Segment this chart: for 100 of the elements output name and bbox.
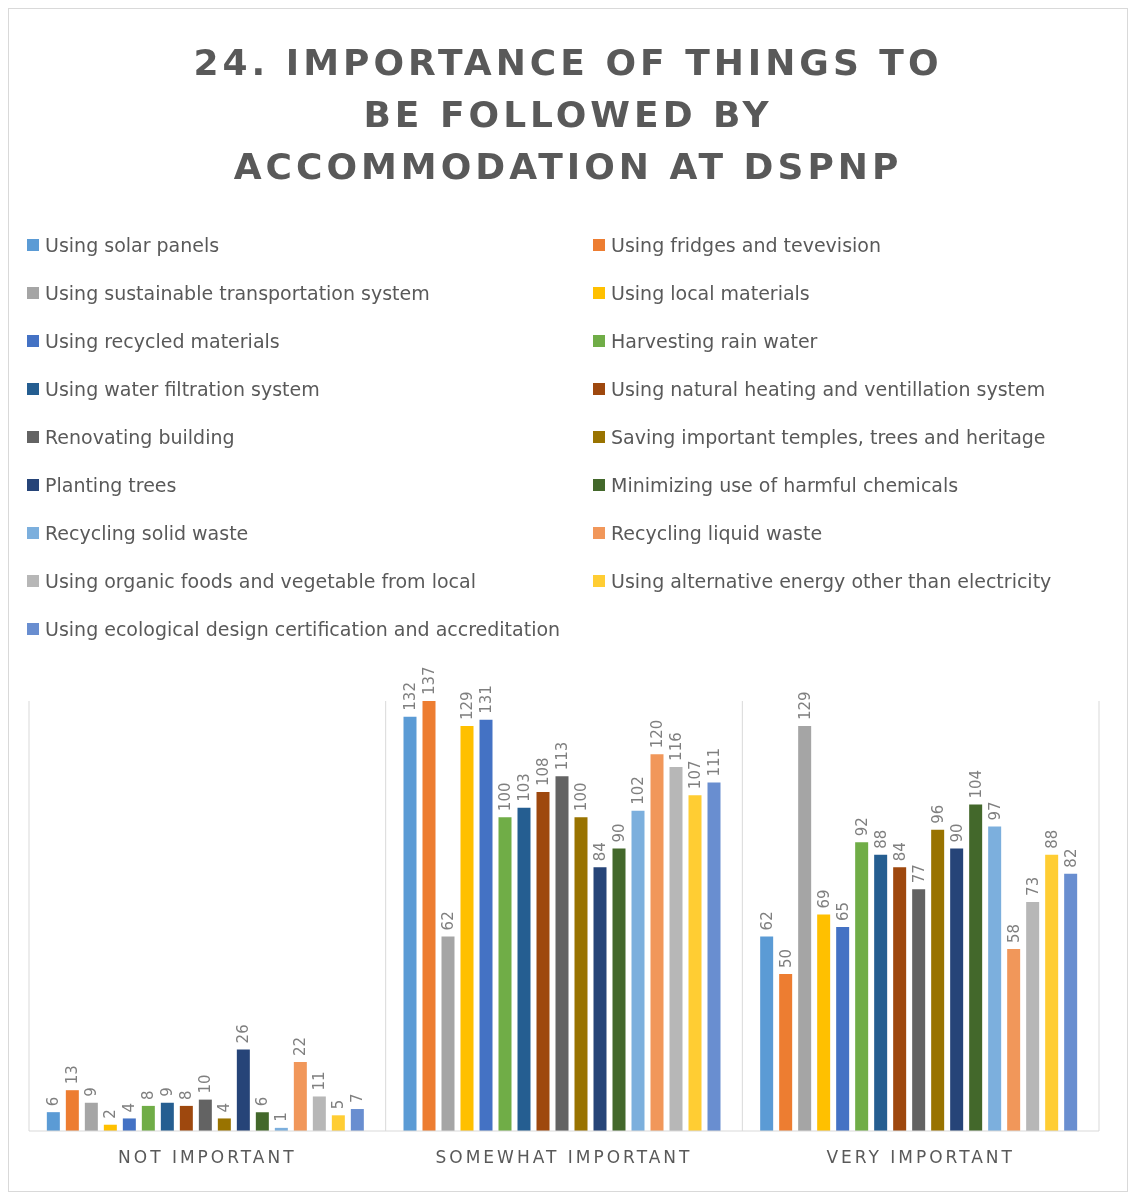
bar (517, 807, 531, 1131)
data-label: 6 (44, 1096, 63, 1107)
data-label: 129 (458, 691, 476, 721)
bar (1026, 901, 1040, 1131)
legend-label: Using solar panels (45, 234, 220, 256)
bar (779, 974, 793, 1131)
bar (350, 1109, 364, 1131)
data-label: 4 (215, 1102, 234, 1113)
data-label: 69 (814, 889, 833, 909)
data-label: 120 (648, 719, 666, 749)
data-label: 102 (629, 776, 647, 805)
bar (931, 829, 945, 1131)
bar (798, 726, 812, 1131)
data-label: 62 (757, 911, 776, 931)
bar (555, 776, 569, 1131)
bar (236, 1049, 250, 1131)
legend-label: Renovating building (45, 426, 235, 448)
data-label: 13 (63, 1065, 82, 1085)
bar (498, 817, 512, 1131)
bar (460, 726, 474, 1131)
bar (46, 1112, 60, 1131)
data-label: 10 (196, 1074, 215, 1094)
bar (1045, 854, 1059, 1131)
data-label: 65 (833, 901, 852, 921)
bar (1064, 873, 1078, 1131)
data-label: 26 (234, 1024, 253, 1044)
chart-title: 24. IMPORTANCE OF THINGS TO BE FOLLOWED BY ACCOMMODATION AT DSPNP (192, 41, 944, 189)
bar (403, 716, 417, 1131)
data-label: 100 (572, 782, 590, 812)
data-label: 111 (705, 747, 723, 777)
bar (650, 754, 664, 1131)
legend-label: Using local materials (611, 282, 810, 304)
bar (422, 701, 436, 1131)
data-label: 90 (947, 823, 966, 843)
data-label: 97 (985, 801, 1004, 821)
data-label: 129 (795, 691, 814, 721)
bar (141, 1105, 155, 1131)
bar (84, 1102, 98, 1131)
legend-label: Recycling liquid waste (611, 522, 823, 544)
bar (760, 936, 774, 1131)
data-label: 22 (291, 1036, 310, 1056)
bar (893, 867, 907, 1131)
data-label: 88 (1042, 829, 1061, 849)
bar (612, 848, 626, 1131)
bar (988, 826, 1002, 1131)
legend-label: Using alternative energy other than electricity (611, 570, 1052, 592)
data-label: 62 (439, 911, 457, 931)
legend-label: Using sustainable transportation system (45, 282, 430, 304)
bar (855, 842, 869, 1131)
data-label: 9 (158, 1087, 177, 1097)
data-label: 2 (101, 1109, 120, 1119)
bar (969, 804, 983, 1131)
bar (312, 1096, 326, 1131)
data-label: 116 (667, 732, 685, 761)
legend-label: Minimizing use of harmful chemicals (611, 474, 959, 496)
x-tick-label: NOT IMPORTANT (118, 1147, 297, 1168)
data-label: 58 (1004, 923, 1023, 943)
bar (441, 936, 455, 1131)
data-label: 107 (686, 760, 704, 790)
data-label: 73 (1023, 876, 1042, 896)
data-label: 84 (591, 842, 609, 862)
bar (631, 810, 645, 1131)
bar (669, 766, 683, 1131)
data-label: 131 (477, 685, 495, 714)
data-label: 8 (177, 1090, 196, 1100)
data-label: 6 (253, 1096, 272, 1107)
legend-label: Recycling solid waste (45, 522, 249, 544)
legend-label: Using natural heating and ventillation system (611, 378, 1046, 400)
bar (293, 1061, 307, 1131)
data-label: 137 (420, 666, 438, 695)
legend-label: Saving important temples, trees and heritage (611, 426, 1046, 448)
data-label: 11 (310, 1071, 329, 1091)
legend-label: Using ecological design certification and accreditation (45, 618, 561, 640)
data-label: 108 (534, 757, 552, 787)
bar (912, 889, 926, 1131)
bar (255, 1112, 269, 1131)
bar (593, 867, 607, 1131)
x-tick-label: VERY IMPORTANT (826, 1147, 1015, 1168)
data-label: 77 (909, 864, 928, 884)
bar (574, 817, 588, 1131)
bar (179, 1105, 193, 1131)
x-tick-label: SOMEWHAT IMPORTANT (435, 1147, 693, 1168)
data-label: 5 (329, 1099, 348, 1110)
legend-label: Using fridges and tevevision (611, 234, 881, 256)
data-label: 8 (139, 1090, 158, 1100)
data-label: 1 (272, 1112, 291, 1122)
legend-label: Using recycled materials (45, 330, 280, 352)
bar (217, 1118, 231, 1131)
bar (479, 719, 493, 1131)
bar (950, 848, 964, 1131)
data-label: 90 (610, 823, 628, 843)
data-label: 104 (966, 769, 985, 799)
bar (198, 1099, 212, 1131)
data-label: 103 (515, 773, 533, 802)
bar (874, 854, 888, 1131)
bar (1007, 948, 1021, 1131)
bar (707, 782, 721, 1131)
bar (688, 795, 702, 1131)
data-label: 9 (82, 1087, 101, 1097)
legend-label: Planting trees (45, 474, 177, 496)
